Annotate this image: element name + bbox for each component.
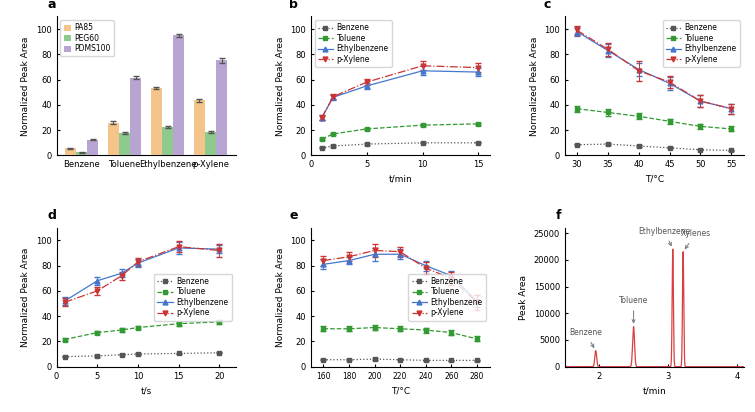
Bar [119,133,130,155]
Bar [162,127,173,155]
Text: Toluene: Toluene [619,296,649,323]
Legend: Benzene, Toluene, Ethylbenzene, p-Xylene: Benzene, Toluene, Ethylbenzene, p-Xylene [315,20,392,67]
Text: Xylenes: Xylenes [680,229,710,248]
Text: Ethylbenzene: Ethylbenzene [639,227,691,246]
Bar [194,101,205,155]
Bar [130,78,141,155]
Legend: Benzene, Toluene, Ethylbenzene, p-Xylene: Benzene, Toluene, Ethylbenzene, p-Xylene [154,274,232,321]
Bar [205,132,216,155]
Bar [76,152,87,155]
X-axis label: t/min: t/min [643,386,666,395]
Bar [216,60,227,155]
Text: e: e [289,209,297,222]
Y-axis label: Normalized Peak Area: Normalized Peak Area [21,248,30,347]
Text: b: b [289,0,298,11]
Text: d: d [48,209,57,222]
Bar [65,148,76,155]
X-axis label: t/s: t/s [140,386,152,395]
Text: c: c [544,0,550,11]
X-axis label: t/min: t/min [388,175,412,184]
Legend: Benzene, Toluene, Ethylbenzene, p-Xylene: Benzene, Toluene, Ethylbenzene, p-Xylene [408,274,485,321]
Text: f: f [556,209,561,222]
X-axis label: T/°C: T/°C [645,175,664,184]
Bar [173,35,184,155]
Legend: PA85, PEG60, PDMS100: PA85, PEG60, PDMS100 [60,20,113,56]
Text: Benzene: Benzene [569,328,602,347]
X-axis label: T/°C: T/°C [390,386,410,395]
Legend: Benzene, Toluene, Ethylbenzene, p-Xylene: Benzene, Toluene, Ethylbenzene, p-Xylene [663,20,740,67]
Bar [151,88,162,155]
Text: a: a [48,0,56,11]
Bar [108,123,119,155]
Y-axis label: Normalized Peak Area: Normalized Peak Area [276,248,285,347]
Bar [87,140,98,155]
Y-axis label: Normalized Peak Area: Normalized Peak Area [21,36,30,136]
Y-axis label: Peak Area: Peak Area [519,275,528,320]
Y-axis label: Normalized Peak Area: Normalized Peak Area [529,36,538,136]
Y-axis label: Normalized Peak Area: Normalized Peak Area [276,36,285,136]
